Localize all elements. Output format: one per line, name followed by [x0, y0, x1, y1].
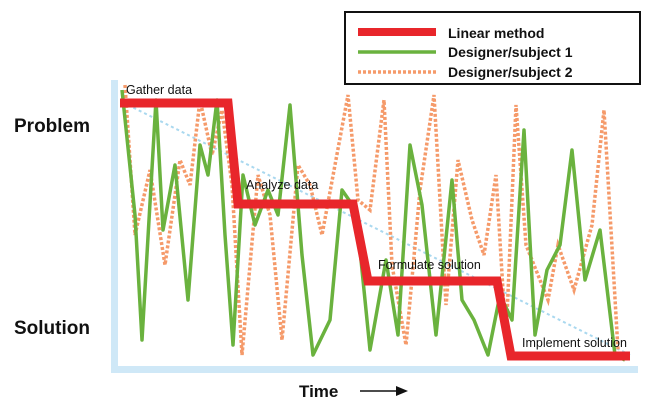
stage-label-formulate-solution: Formulate solution	[378, 258, 481, 272]
stage-label-implement-solution: Implement solution	[522, 336, 627, 350]
right-arrow-icon	[360, 386, 408, 396]
x-axis	[111, 366, 638, 373]
stage-label-gather-data: Gather data	[126, 83, 192, 97]
legend-label-linear-method: Linear method	[448, 25, 544, 41]
y-label-solution: Solution	[14, 318, 90, 339]
y-label-problem: Problem	[14, 116, 90, 137]
legend-label-designer-subject-1: Designer/subject 1	[448, 44, 573, 60]
x-axis-label: Time	[299, 382, 338, 399]
linear-method-line	[120, 98, 630, 361]
designer-subject-2-line	[123, 84, 620, 356]
y-axis	[111, 80, 118, 373]
stage-label-analyze-data: Analyze data	[246, 178, 318, 192]
legend: Linear method Designer/subject 1 Designe…	[344, 11, 641, 85]
legend-label-designer-subject-2: Designer/subject 2	[448, 64, 573, 80]
